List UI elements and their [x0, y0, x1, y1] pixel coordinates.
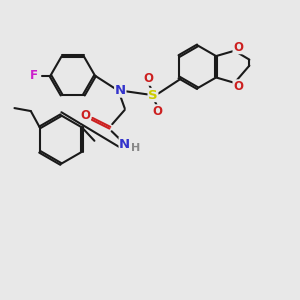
- Text: O: O: [152, 105, 162, 118]
- Text: O: O: [233, 80, 243, 93]
- Text: S: S: [148, 88, 158, 101]
- Text: H: H: [130, 142, 140, 153]
- Text: O: O: [233, 41, 243, 54]
- Text: F: F: [30, 69, 38, 82]
- Text: O: O: [80, 109, 91, 122]
- Text: N: N: [119, 138, 130, 151]
- Text: O: O: [143, 72, 154, 85]
- Text: N: N: [115, 84, 126, 97]
